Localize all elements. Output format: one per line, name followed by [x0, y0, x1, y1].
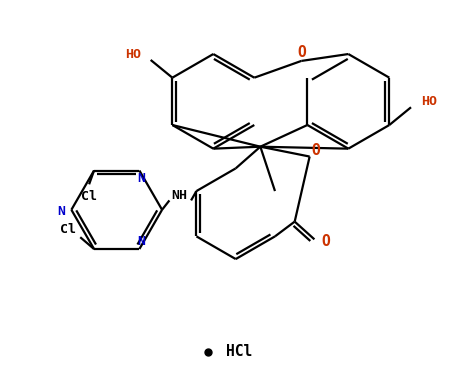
Text: N: N — [138, 172, 146, 185]
Text: Cl: Cl — [81, 190, 97, 203]
Text: Cl: Cl — [60, 223, 76, 236]
Text: O: O — [322, 234, 331, 249]
Text: NH: NH — [171, 189, 187, 202]
Text: HO: HO — [125, 47, 141, 61]
Text: N: N — [57, 205, 65, 218]
Text: HCl: HCl — [226, 344, 252, 359]
Text: O: O — [311, 143, 320, 158]
Text: HO: HO — [421, 95, 437, 108]
Text: N: N — [138, 235, 146, 248]
Text: O: O — [297, 45, 306, 60]
